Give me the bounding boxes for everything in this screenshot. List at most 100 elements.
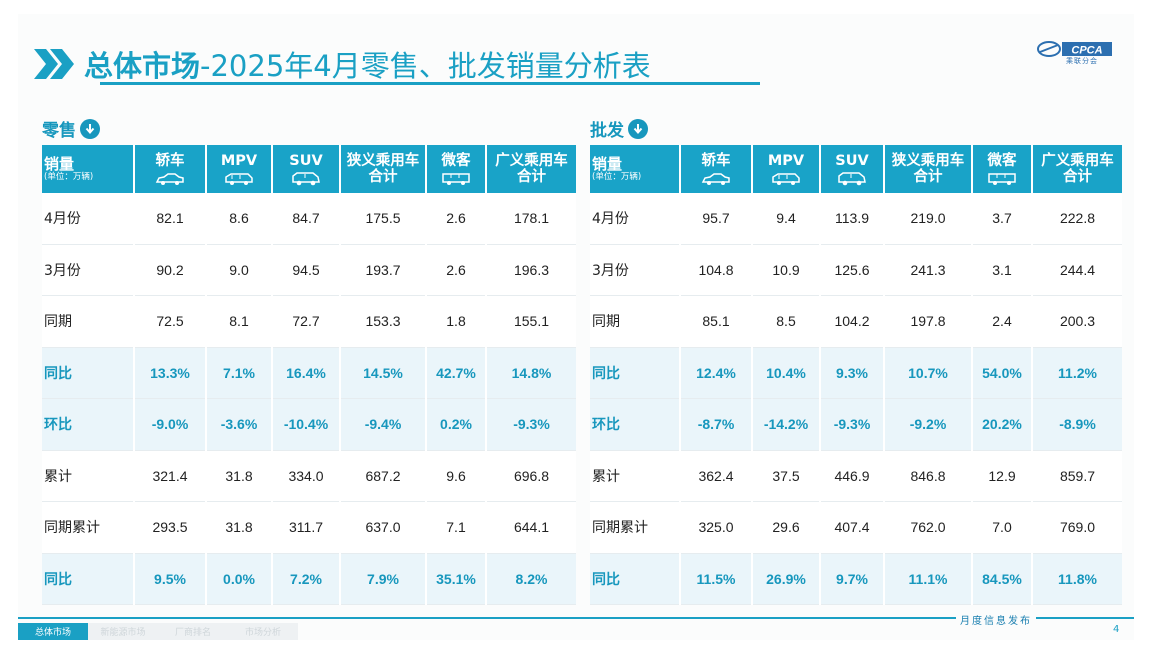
- table-cell: 10.4%: [752, 347, 821, 399]
- table-cell: 29.6: [752, 501, 821, 554]
- row-label: 环比: [590, 398, 681, 451]
- footer-tab[interactable]: 新能源市场: [88, 623, 158, 640]
- footer-tab[interactable]: 厂商排名: [158, 623, 228, 640]
- table-cell: 72.5: [134, 295, 207, 348]
- table-cell: 9.3%: [820, 347, 885, 399]
- table-row: 3月份 90.2 9.0 94.5 193.7 2.6 196.3: [42, 244, 576, 296]
- row-label: 累计: [42, 450, 135, 502]
- table-cell: 2.6: [426, 244, 487, 296]
- table-cell: 9.5%: [134, 553, 207, 605]
- row-label: 4月份: [42, 193, 135, 245]
- table-cell: 12.4%: [680, 347, 753, 399]
- row-label: 环比: [42, 398, 135, 451]
- row-label: 4月份: [590, 193, 681, 245]
- table-cell: 8.1: [206, 295, 273, 348]
- column-header-label: 轿车: [155, 152, 185, 169]
- column-header: 微客: [426, 145, 487, 193]
- column-header-label: 狭义乘用车 合计: [891, 153, 965, 185]
- table-cell: 2.6: [426, 193, 487, 245]
- table-cell: 155.1: [486, 295, 576, 348]
- mpv-icon: [771, 172, 801, 186]
- table-cell: 11.5%: [680, 553, 753, 605]
- table-row: 同比 12.4% 10.4% 9.3% 10.7% 54.0% 11.2%: [590, 347, 1122, 399]
- table-cell: 8.5: [752, 295, 821, 348]
- column-header: 狭义乘用车 合计: [340, 145, 427, 193]
- retail-label: 零售: [42, 121, 76, 141]
- table-cell: 14.5%: [340, 347, 427, 399]
- table-cell: 325.0: [680, 501, 753, 554]
- table-cell: 762.0: [884, 501, 973, 554]
- column-header-label: 轿车: [701, 152, 731, 169]
- table-cell: 696.8: [486, 450, 576, 502]
- suv-icon: [291, 171, 321, 186]
- table-cell: 7.2%: [272, 553, 341, 605]
- table-cell: -8.9%: [1032, 398, 1122, 451]
- table-cell: 0.0%: [206, 553, 273, 605]
- table-cell: 42.7%: [426, 347, 487, 399]
- table-cell: 644.1: [486, 501, 576, 554]
- table-cell: 407.4: [820, 501, 885, 554]
- table-cell: 54.0%: [972, 347, 1033, 399]
- mpv-icon: [224, 172, 254, 186]
- table-cell: -9.4%: [340, 398, 427, 451]
- table-row: 同比 9.5% 0.0% 7.2% 7.9% 35.1% 8.2%: [42, 553, 576, 605]
- wholesale-table: 销量 (单位：万辆) 轿车 MPV SUV 狭义乘用车 合计 微客 广义乘用车 合计 4月份 9…: [590, 145, 1122, 605]
- table-cell: 35.1%: [426, 553, 487, 605]
- table-cell: 859.7: [1032, 450, 1122, 502]
- table-cell: 222.8: [1032, 193, 1122, 245]
- footer-tab[interactable]: 总体市场: [18, 623, 88, 640]
- column-header: 狭义乘用车 合计: [884, 145, 973, 193]
- table-cell: 334.0: [272, 450, 341, 502]
- table-cell: 3.1: [972, 244, 1033, 296]
- double-chevron-icon: [32, 47, 76, 81]
- page-title-sub: -2025年4月零售、批发销量分析表: [200, 49, 651, 83]
- row-label: 同比: [42, 347, 135, 399]
- table-cell: 12.9: [972, 450, 1033, 502]
- column-header: 广义乘用车 合计: [486, 145, 576, 193]
- table-cell: 846.8: [884, 450, 973, 502]
- footer-line: [18, 617, 1134, 619]
- column-header: SUV: [272, 145, 341, 193]
- arrow-down-circle-icon: [80, 118, 100, 139]
- table-row: 同期累计 325.0 29.6 407.4 762.0 7.0 769.0: [590, 501, 1122, 554]
- column-header-label: MPV: [767, 152, 805, 169]
- table-header-row: 销量 (单位：万辆) 轿车 MPV SUV 狭义乘用车 合计 微客 广义乘用车 合计: [42, 145, 576, 193]
- table-row: 3月份 104.8 10.9 125.6 241.3 3.1 244.4: [590, 244, 1122, 296]
- table-cell: 446.9: [820, 450, 885, 502]
- table-cell: 84.5%: [972, 553, 1033, 605]
- table-row: 4月份 95.7 9.4 113.9 219.0 3.7 222.8: [590, 193, 1122, 245]
- column-header-label: 微客: [987, 152, 1017, 169]
- table-cell: 104.8: [680, 244, 753, 296]
- title-underline: [100, 82, 760, 85]
- table-row: 4月份 82.1 8.6 84.7 175.5 2.6 178.1: [42, 193, 576, 245]
- table-cell: -8.7%: [680, 398, 753, 451]
- minivan-icon: [441, 172, 471, 186]
- table-cell: 9.4: [752, 193, 821, 245]
- column-header: SUV: [820, 145, 885, 193]
- table-cell: 13.3%: [134, 347, 207, 399]
- table-header-row: 销量 (单位：万辆) 轿车 MPV SUV 狭义乘用车 合计 微客 广义乘用车 合计: [590, 145, 1122, 193]
- column-header-label: 狭义乘用车 合计: [346, 153, 420, 185]
- table-cell: 37.5: [752, 450, 821, 502]
- table-cell: 11.1%: [884, 553, 973, 605]
- page-number: 4: [1113, 624, 1120, 635]
- table-cell: 20.2%: [972, 398, 1033, 451]
- table-cell: 8.6: [206, 193, 273, 245]
- table-cell: 7.0: [972, 501, 1033, 554]
- footer-tabs: 总体市场 新能源市场 厂商排名 市场分析: [18, 623, 298, 640]
- table-cell: 11.2%: [1032, 347, 1122, 399]
- logo-text: CPCA: [1071, 45, 1102, 57]
- column-header-label: 微客: [441, 152, 471, 169]
- table-cell: 0.2%: [426, 398, 487, 451]
- row-label: 同期累计: [590, 501, 681, 554]
- table-cell: 84.7: [272, 193, 341, 245]
- minivan-icon: [987, 172, 1017, 186]
- logo-cn-text: 乘联分会: [1066, 57, 1098, 65]
- retail-table: 销量 (单位：万辆) 轿车 MPV SUV 狭义乘用车 合计 微客 广义乘用车 合计 4月份 8…: [42, 145, 576, 605]
- table-cell: -9.3%: [486, 398, 576, 451]
- table-cell: 153.3: [340, 295, 427, 348]
- table-cell: 125.6: [820, 244, 885, 296]
- footer-tab[interactable]: 市场分析: [228, 623, 298, 640]
- table-cell: -9.3%: [820, 398, 885, 451]
- table-cell: 7.1: [426, 501, 487, 554]
